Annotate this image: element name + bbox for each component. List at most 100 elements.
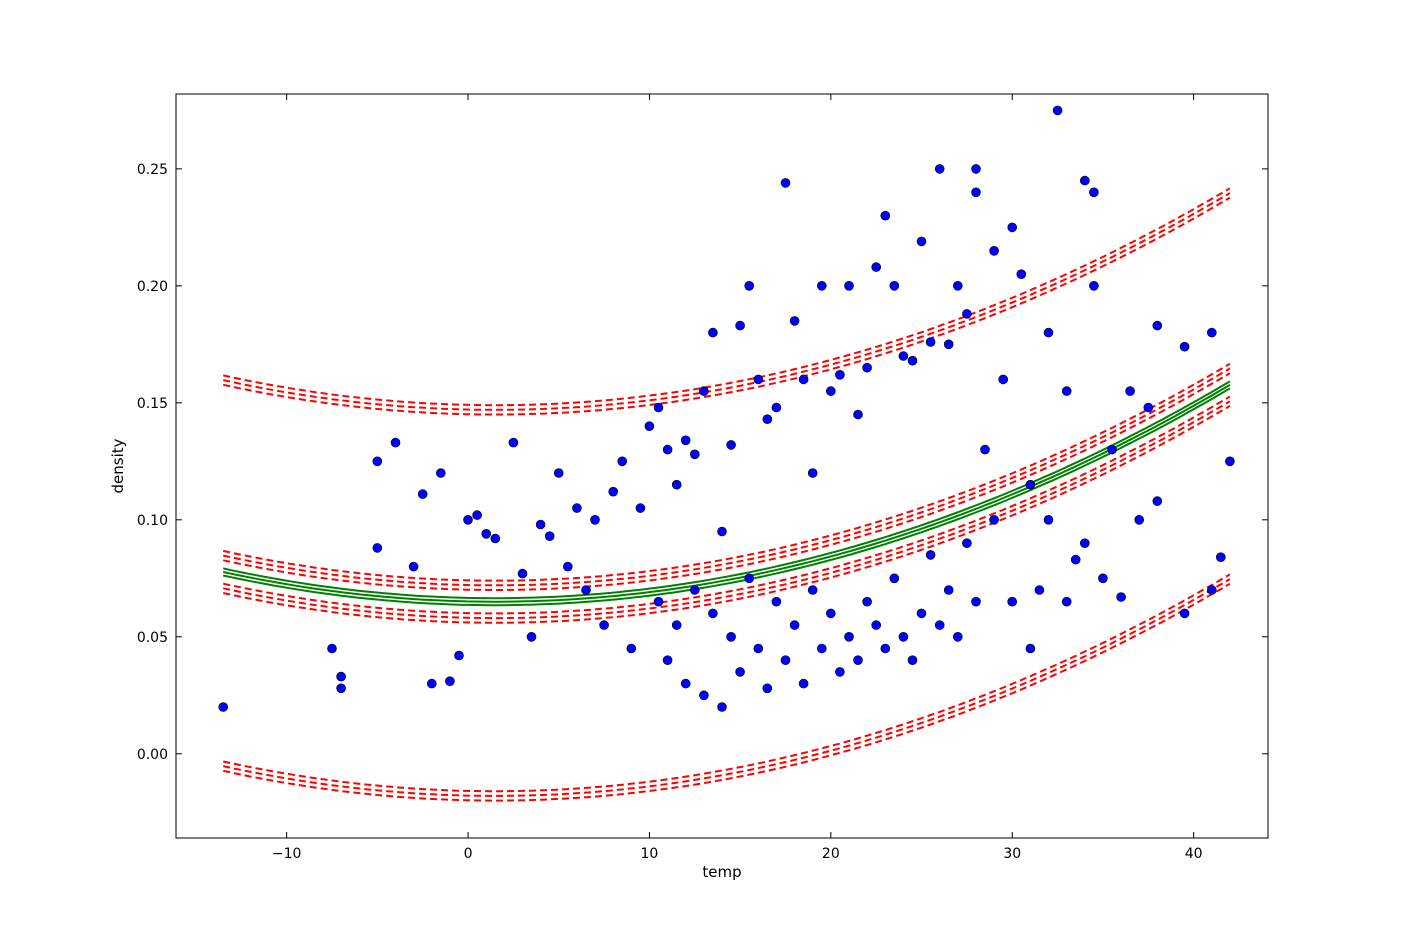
- data-point: [798, 678, 809, 689]
- data-point: [544, 531, 555, 542]
- data-point: [925, 337, 936, 347]
- data-point: [998, 374, 1009, 385]
- y-tick-label: 0.00: [137, 747, 168, 763]
- data-point: [862, 596, 872, 607]
- data-point: [481, 528, 492, 539]
- data-point: [1089, 187, 1099, 198]
- plot-frame: [175, 93, 1269, 839]
- data-point: [1061, 386, 1072, 396]
- data-point: [662, 444, 673, 455]
- data-point: [1070, 554, 1081, 565]
- band-curve: [222, 367, 1231, 587]
- data-point: [1107, 444, 1117, 455]
- y-tick-label: 0.15: [137, 396, 168, 412]
- data-point: [653, 402, 664, 413]
- data-point: [825, 386, 836, 396]
- data-point: [1225, 456, 1235, 467]
- data-point: [553, 468, 564, 478]
- band-curve: [222, 578, 1231, 797]
- data-point: [535, 519, 546, 530]
- data-point: [735, 320, 745, 331]
- data-point: [463, 514, 473, 525]
- data-point: [1025, 479, 1036, 490]
- data-point: [336, 683, 346, 694]
- data-point: [853, 409, 863, 420]
- data-point: [971, 164, 981, 174]
- band-curve: [222, 187, 1231, 407]
- data-point: [635, 503, 646, 513]
- data-point: [708, 327, 718, 338]
- band-curve: [222, 196, 1231, 416]
- data-point: [907, 355, 918, 366]
- data-point: [1216, 552, 1226, 563]
- x-axis: −10 0 10 20 30 40: [272, 94, 1203, 862]
- data-point: [671, 620, 682, 630]
- data-point: [798, 374, 809, 385]
- data-point: [1080, 538, 1090, 549]
- data-point: [1134, 514, 1144, 525]
- data-point: [372, 456, 383, 467]
- data-point: [816, 643, 827, 654]
- data-point: [1052, 105, 1063, 116]
- data-point: [327, 643, 337, 654]
- data-point: [517, 568, 528, 579]
- x-tick-label: −10: [272, 846, 302, 862]
- data-point: [699, 386, 709, 396]
- data-point: [962, 309, 972, 319]
- data-point: [853, 655, 863, 666]
- data-point: [1007, 596, 1018, 607]
- data-point: [835, 369, 845, 380]
- points-layer: [218, 105, 1235, 712]
- data-point: [816, 280, 827, 291]
- x-tick-label: 40: [1185, 846, 1203, 862]
- data-point: [771, 402, 782, 413]
- band-curve: [222, 573, 1231, 793]
- data-point: [1207, 327, 1217, 338]
- data-point: [726, 631, 736, 642]
- data-point: [562, 561, 573, 572]
- y-axis: 0.00 0.05 0.10 0.15 0.20 0.25: [137, 162, 1268, 763]
- data-point: [907, 655, 918, 666]
- band-curve: [222, 400, 1231, 620]
- data-point: [889, 573, 900, 584]
- x-tick-label: 20: [822, 846, 840, 862]
- data-point: [989, 514, 999, 525]
- data-point: [1016, 269, 1027, 280]
- data-point: [218, 702, 228, 712]
- data-point: [952, 631, 963, 642]
- data-point: [789, 316, 800, 326]
- data-point: [1152, 320, 1163, 331]
- x-axis-label: temp: [702, 863, 741, 881]
- data-point: [807, 585, 818, 595]
- data-point: [844, 631, 854, 642]
- data-point: [835, 667, 845, 677]
- data-point: [952, 280, 963, 291]
- data-point: [708, 608, 718, 619]
- data-point: [526, 631, 537, 642]
- data-point: [753, 374, 764, 385]
- data-point: [916, 236, 927, 247]
- data-point: [762, 414, 773, 425]
- data-point: [789, 620, 800, 630]
- data-point: [1116, 592, 1126, 602]
- data-point: [726, 440, 736, 450]
- data-point: [490, 533, 501, 544]
- band-curve: [222, 372, 1231, 591]
- data-point: [472, 510, 482, 520]
- data-point: [1098, 573, 1108, 584]
- data-point: [1034, 585, 1045, 595]
- y-axis-label: density: [109, 438, 127, 493]
- data-point: [1080, 175, 1090, 186]
- data-point: [689, 449, 700, 460]
- data-point: [980, 444, 990, 455]
- data-point: [1025, 643, 1036, 654]
- fit-curve: [222, 384, 1231, 603]
- data-point: [989, 246, 999, 256]
- data-point: [871, 620, 882, 630]
- data-point: [680, 435, 691, 446]
- x-tick-label: 0: [464, 846, 473, 862]
- data-point: [717, 702, 727, 712]
- data-point: [572, 503, 582, 513]
- data-point: [934, 620, 945, 630]
- fit-curve-layer: [222, 380, 1231, 607]
